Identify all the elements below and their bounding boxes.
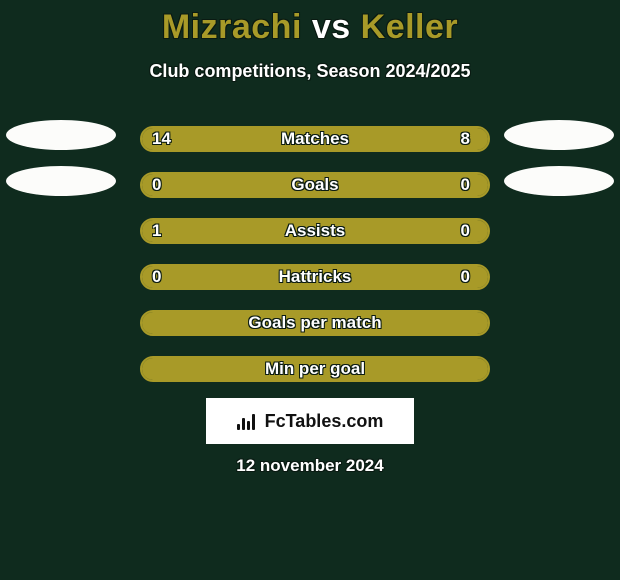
player-left-name: Mizrachi <box>162 8 302 46</box>
stat-bar-left <box>142 312 488 334</box>
stat-bar-left <box>142 220 402 242</box>
stat-row: Goals per match <box>0 304 620 350</box>
stat-bar-left <box>142 128 363 150</box>
stat-bar-frame <box>140 218 490 244</box>
stat-bar-left <box>142 266 315 288</box>
brand-text: FcTables.com <box>265 411 384 432</box>
player-left-avatar <box>6 120 116 150</box>
stat-row: Min per goal <box>0 350 620 396</box>
stat-bar-left <box>142 358 488 380</box>
player-right-name: Keller <box>361 8 459 46</box>
date-line: 12 november 2024 <box>0 456 620 476</box>
stat-bar-frame <box>140 356 490 382</box>
vs-label: vs <box>312 8 351 46</box>
stat-row: Matches148 <box>0 120 620 166</box>
stat-row: Hattricks00 <box>0 258 620 304</box>
page-title: Mizrachi vs Keller <box>0 0 620 47</box>
stat-bar-frame <box>140 264 490 290</box>
comparison-card: Mizrachi vs Keller Club competitions, Se… <box>0 0 620 580</box>
brand-logo: FcTables.com <box>206 398 414 444</box>
stat-bar-right <box>402 220 489 242</box>
stat-row: Goals00 <box>0 166 620 212</box>
stat-rows: Matches148Goals00Assists10Hattricks00Goa… <box>0 120 620 396</box>
stat-bar-left <box>142 174 315 196</box>
stat-bar-frame <box>140 126 490 152</box>
stat-bar-frame <box>140 310 490 336</box>
stat-bar-right <box>315 266 488 288</box>
stat-bar-right <box>315 174 488 196</box>
stat-row: Assists10 <box>0 212 620 258</box>
stat-bar-right <box>363 128 488 150</box>
stat-bar-frame <box>140 172 490 198</box>
player-right-avatar <box>504 120 614 150</box>
player-right-avatar <box>504 166 614 196</box>
player-left-avatar <box>6 166 116 196</box>
subtitle: Club competitions, Season 2024/2025 <box>0 61 620 82</box>
bar-chart-icon <box>237 412 259 430</box>
